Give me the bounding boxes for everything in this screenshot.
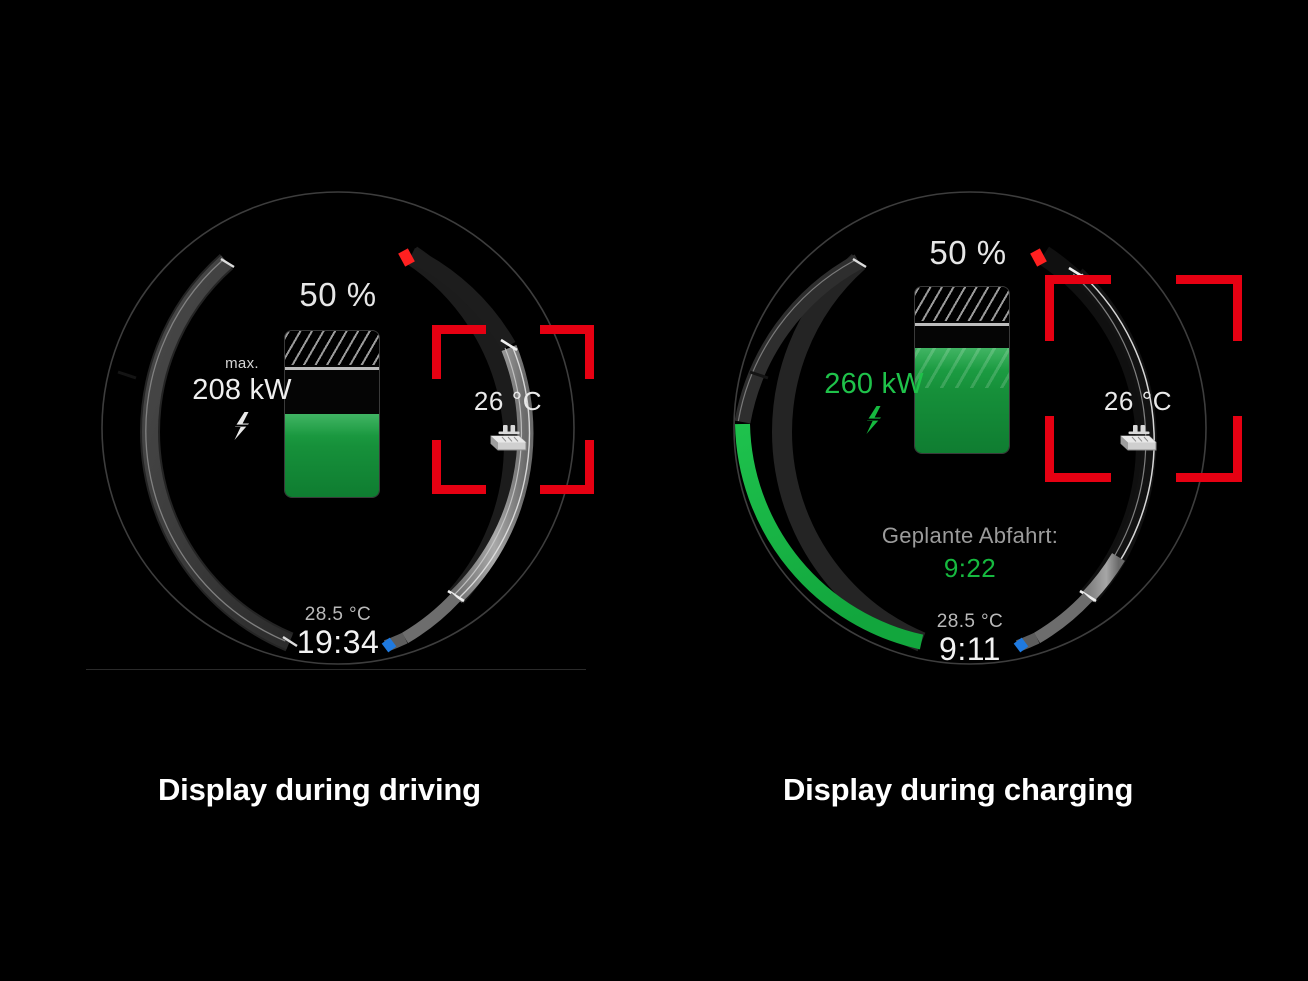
- red-marker-icon: [398, 248, 415, 267]
- power-value-label: 208 kW: [192, 374, 292, 406]
- blue-marker-icon: [381, 637, 397, 653]
- temp-arc-fill: [450, 345, 534, 603]
- planned-departure-label: Geplante Abfahrt:: [881, 523, 1059, 548]
- power-arc-cap-bottom: [282, 635, 298, 648]
- battery-level-indicator: [914, 286, 1010, 454]
- ring-outline: [733, 191, 1207, 665]
- power-arc-unfilled-edge: [737, 259, 855, 422]
- state-of-charge-label: 50 %: [929, 234, 1007, 271]
- red-marker-icon: [1030, 248, 1047, 267]
- power-value-label: 260 kW: [824, 368, 924, 400]
- battery-charge-fill: [915, 348, 1009, 453]
- power-arc-tick: [117, 370, 137, 380]
- power-readout: max. 208 kW: [152, 356, 332, 444]
- battery-pack-icon: [436, 424, 580, 456]
- power-max-label: max.: [225, 355, 259, 372]
- battery-temperature-readout: 26 °C: [436, 388, 580, 456]
- ambient-and-clock-driving: 28.5 °C 19:34: [258, 605, 418, 658]
- power-arc-fill-green: [735, 423, 924, 650]
- temp-arc-dark: [407, 247, 516, 351]
- lightning-bolt-icon: [152, 412, 332, 444]
- battery-charge-fill: [285, 414, 379, 497]
- temp-arc-cap-bottom: [1079, 589, 1097, 603]
- lightning-bolt-icon: [784, 406, 964, 438]
- ring-outline: [101, 191, 575, 665]
- power-arc-fill: [142, 255, 293, 650]
- battery-fill-gloss: [285, 414, 379, 436]
- lower-right-arc: [401, 592, 461, 644]
- power-arc-cap-top: [852, 257, 867, 269]
- planned-departure-block: Geplante Abfahrt: 9:22: [840, 523, 1100, 583]
- temp-arc-cap-bottom: [447, 589, 465, 603]
- battery-reserved-hatch: [915, 287, 1009, 321]
- clock-label: 9:11: [939, 631, 1001, 667]
- gauge-panel-charging: 50 % 260 kW 26 °C: [690, 150, 1250, 710]
- lower-right-arc: [1033, 592, 1093, 644]
- battery-temperature-readout: 26 °C: [1066, 388, 1210, 456]
- battery-level-indicator: [284, 330, 380, 498]
- power-arc-edge: [145, 260, 286, 642]
- state-of-charge-label: 50 %: [299, 276, 377, 313]
- blue-marker-icon: [1013, 637, 1029, 653]
- ambient-and-clock-charging: 28.5 °C 9:11: [890, 612, 1050, 665]
- power-arc-cap-top: [220, 257, 235, 269]
- temp-arc-edge-outer: [1081, 273, 1155, 598]
- temp-arc-edge-inner: [451, 347, 523, 598]
- gauge-panel-driving: 50 % max. 208 kW 26 °C: [58, 150, 618, 710]
- caption-charging: Display during charging: [783, 772, 1134, 807]
- temp-arc-dark: [1072, 268, 1157, 559]
- battery-temperature-value: 26 °C: [473, 386, 543, 416]
- power-arc-track: [772, 254, 926, 652]
- battery-separator: [285, 367, 379, 370]
- battery-separator: [915, 323, 1009, 326]
- battery-charging-hatch: [915, 348, 1009, 389]
- power-arc-tick: [749, 370, 769, 380]
- power-arc-unfilled: [734, 254, 863, 424]
- battery-pack-icon: [1066, 424, 1210, 456]
- power-readout: 260 kW: [784, 370, 964, 438]
- battery-temperature-value: 26 °C: [1103, 386, 1173, 416]
- planned-departure-time: 9:22: [943, 553, 997, 583]
- battery-reserved-hatch: [285, 331, 379, 365]
- clock-label: 19:34: [296, 624, 380, 660]
- panel-divider: [86, 669, 586, 670]
- temp-arc-edge-outer: [459, 347, 531, 598]
- gauge-ring-driving: [101, 191, 575, 665]
- battery-fill-gloss: [915, 348, 1009, 371]
- caption-driving: Display during driving: [158, 772, 481, 807]
- ambient-temperature-label: 28.5 °C: [304, 604, 372, 625]
- ambient-temperature-label: 28.5 °C: [936, 611, 1004, 632]
- temp-arc-cap-top: [500, 338, 518, 352]
